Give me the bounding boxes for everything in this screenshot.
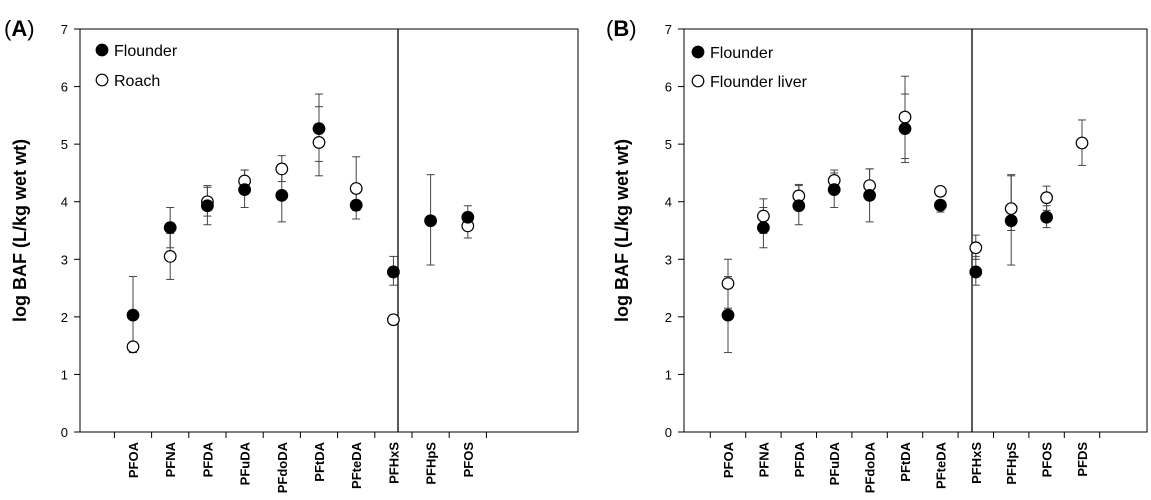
panel-b-point-filled xyxy=(934,198,947,212)
panel-a-point-filled xyxy=(387,265,400,279)
panel-a-x-tick-label: PFNA xyxy=(163,441,178,477)
panel-a-ylabel-group: log BAF (L/kg wet wt) xyxy=(10,139,30,322)
panel-b-label-close: ) xyxy=(629,16,636,41)
panel-b-plot-frame xyxy=(683,28,1148,433)
panel-a-label-close: ) xyxy=(27,16,34,41)
panel-b-x-tick-label: PFHxS xyxy=(969,442,984,484)
panel-b-point-filled xyxy=(1040,210,1053,224)
panel-b-y-tick-label: 1 xyxy=(665,367,672,382)
panel-a-y-tick-label: 7 xyxy=(61,22,68,37)
panel-a-y-tick-label: 1 xyxy=(61,367,68,382)
panel-b-legend-marker xyxy=(691,45,705,59)
panel-a-point-filled xyxy=(349,198,363,212)
panel-a-point-open xyxy=(163,250,177,263)
panel-b-y-tick-label: 6 xyxy=(665,80,672,95)
panel-a-point-filled xyxy=(312,122,326,135)
panel-a-point-open xyxy=(387,313,400,327)
panel-a-point-filled xyxy=(126,308,140,322)
panel-a-point-filled xyxy=(238,183,252,197)
panel-b-label-open: ( xyxy=(606,16,614,41)
panel-b-x-tick-label: PFuDA xyxy=(827,441,842,485)
panel-a-x-tick-label: PFDA xyxy=(200,441,215,477)
panel-a-y-tick-label: 2 xyxy=(61,310,68,325)
panel-a-x-tick-label: PFdoDA xyxy=(275,441,290,493)
panel-b-legend-label: Flounder xyxy=(710,45,774,62)
panel-b-x-tick-label: PFdoDA xyxy=(863,441,878,493)
panel-b-point-filled xyxy=(792,199,806,213)
panel-b-point-filled xyxy=(969,265,983,279)
panel-b-point-filled xyxy=(827,183,841,197)
panel-b-legend-marker xyxy=(691,74,705,88)
panel-a-y-tick-label: 4 xyxy=(61,195,68,210)
panel-a-x-tick-label: PFHpS xyxy=(424,442,439,485)
panel-a-point-filled xyxy=(163,221,177,235)
panel-a-point-open xyxy=(312,136,326,149)
panel-a-y-tick-label: 6 xyxy=(61,80,68,95)
panel-a-point-filled xyxy=(275,188,289,202)
panel-b-point-open xyxy=(934,184,947,198)
panel-a-point-filled xyxy=(461,210,475,224)
panel-a-legend-label: Roach xyxy=(114,73,160,90)
panel-b-legend-label: Flounder liver xyxy=(710,74,808,91)
panel-a-y-tick-label: 3 xyxy=(61,252,68,267)
panel-a-legend-label: Flounder xyxy=(114,43,178,60)
panel-b-x-tick-label: PFDS xyxy=(1075,442,1090,477)
panel-a-point-open xyxy=(349,182,363,195)
panel-a-y-tick-label: 5 xyxy=(61,137,68,152)
panel-b-point-open xyxy=(1075,136,1089,150)
panel-b-ylabel-group: log BAF (L/kg wet wt) xyxy=(612,139,632,322)
panel-b-point-open xyxy=(898,110,912,124)
panel-b-point-open xyxy=(757,209,770,223)
panel-a-x-tick-label: PFHxS xyxy=(386,442,401,484)
panel-a-legend-marker xyxy=(95,73,109,87)
panel-b-label: (B) xyxy=(606,16,637,41)
panel-b-label-letter: B xyxy=(613,16,629,41)
panel-b-y-axis-label: log BAF (L/kg wet wt) xyxy=(612,139,632,322)
panel-a-point-open xyxy=(275,162,289,176)
panel-b-point-filled xyxy=(863,188,876,202)
panel-a-x-tick-label: PFuDA xyxy=(238,441,253,485)
panel-b-point-filled xyxy=(898,122,912,135)
panel-a-x-tick-label: PFOS xyxy=(461,442,476,478)
panel-b-point-open xyxy=(721,277,735,290)
panel-a-legend-marker xyxy=(95,43,109,57)
panel-b-point-filled xyxy=(1004,214,1018,228)
panel-b-y-tick-label: 2 xyxy=(665,310,672,325)
panel-b-point-open xyxy=(969,241,983,255)
panel-a-x-tick-label: PFteDA xyxy=(349,441,364,489)
panel-b-x-tick-label: PFDA xyxy=(792,441,807,477)
panel-a-label-letter: A xyxy=(11,16,27,41)
panel-b-y-tick-label: 4 xyxy=(665,195,672,210)
panel-b-x-tick-label: PFHpS xyxy=(1004,442,1019,485)
panel-a-point-open xyxy=(126,340,140,354)
panel-b-point-open xyxy=(1004,202,1018,216)
panel-b-y-tick-label: 7 xyxy=(665,22,672,37)
panel-b-point-open xyxy=(1040,191,1053,205)
panel-a-x-tick-label: PFOA xyxy=(126,441,141,478)
panel-b-point-filled xyxy=(757,221,770,235)
panel-b-x-tick-label: PFOS xyxy=(1040,442,1055,478)
panel-a-label-open: ( xyxy=(4,16,12,41)
panel-a-point-filled xyxy=(424,214,438,228)
panel-b-x-tick-label: PFteDA xyxy=(933,441,948,489)
panel-b-y-tick-label: 5 xyxy=(665,137,672,152)
panel-a-x-tick-label: PFtDA xyxy=(312,441,327,481)
panel-a-plot-frame xyxy=(79,28,579,433)
panel-a-y-tick-label: 0 xyxy=(61,425,68,440)
panel-b-x-tick-label: PFNA xyxy=(756,441,771,477)
panel-b-x-tick-label: PFtDA xyxy=(898,441,913,481)
panel-b-y-tick-label: 3 xyxy=(665,252,672,267)
panel-a: (A) log BAF (L/kg wet wt) 0 1 2 3 4 5 6 7 PFOA PF… xyxy=(4,16,579,493)
panel-b-point-filled xyxy=(721,308,735,322)
panel-b-x-tick-label: PFOA xyxy=(721,441,736,478)
panel-b: (B) log BAF (L/kg wet wt) 0 1 2 3 4 5 6 7 PFOA PF… xyxy=(606,16,1148,493)
panel-a-point-filled xyxy=(200,199,214,213)
panel-a-label: (A) xyxy=(4,16,35,41)
panel-a-y-axis-label: log BAF (L/kg wet wt) xyxy=(10,139,30,322)
panel-b-y-tick-label: 0 xyxy=(665,425,672,440)
